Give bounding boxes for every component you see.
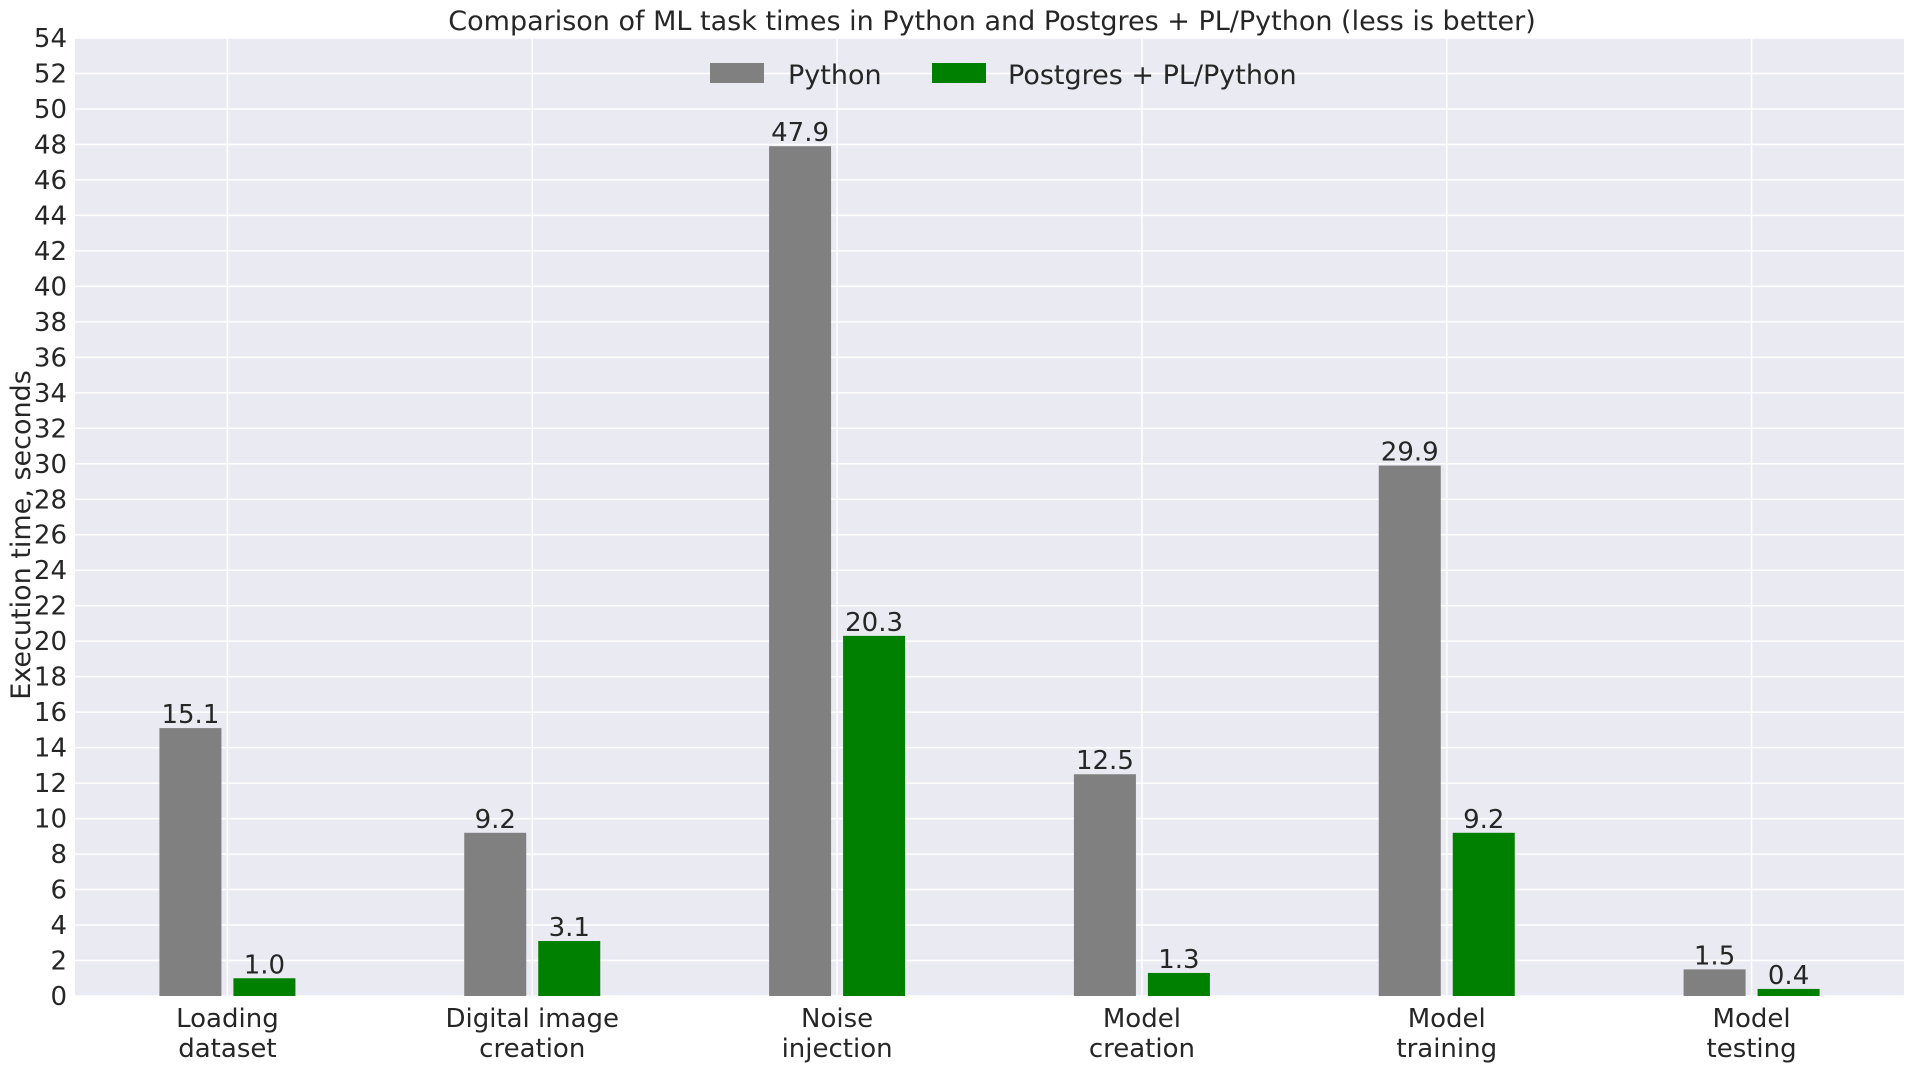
bar [1452,832,1515,996]
y-tick-label: 40 [34,272,67,302]
bar-value-label: 0.4 [1768,961,1809,991]
bar-value-label: 1.3 [1158,945,1199,975]
y-tick-label: 8 [50,840,67,870]
bar-value-label: 9.2 [475,805,516,835]
y-tick-label: 34 [34,379,67,409]
y-tick-label: 42 [34,237,67,267]
x-tick-label: Model [1408,1004,1486,1034]
y-tick-label: 50 [34,95,67,125]
y-tick-label: 16 [34,698,67,728]
bar [843,635,906,996]
bar [1147,972,1210,996]
y-tick-label: 26 [34,521,67,551]
x-tick-label: training [1396,1034,1497,1064]
y-tick-label: 32 [34,414,67,444]
y-tick-label: 0 [50,982,67,1012]
bar [538,941,601,996]
bar-value-label: 47.9 [771,118,829,148]
legend-swatch-python [710,63,764,83]
bar [1757,988,1820,996]
bar [464,832,527,996]
legend-label-postgres: Postgres + PL/Python [1008,60,1297,91]
bar-value-label: 3.1 [549,913,590,943]
x-tick-label: Loading [176,1004,279,1034]
y-tick-label: 2 [50,947,67,977]
y-tick-label: 6 [50,876,67,906]
y-axis-ticks: 0246810121416182022242628303234363840424… [34,24,67,1012]
x-tick-label: Noise [801,1004,873,1034]
y-tick-label: 20 [34,627,67,657]
y-tick-label: 38 [34,308,67,338]
y-tick-label: 36 [34,343,67,373]
bar-value-label: 15.1 [161,700,219,730]
y-tick-label: 18 [34,663,67,693]
x-tick-label: dataset [178,1034,276,1064]
bar [769,146,832,997]
chart-title: Comparison of ML task times in Python an… [448,6,1535,37]
y-tick-label: 12 [34,769,67,799]
legend-swatch-postgres [932,63,986,83]
y-tick-label: 44 [34,201,67,231]
bar [1378,465,1441,996]
y-axis-label: Execution time, seconds [6,370,37,700]
bar-value-label: 9.2 [1463,805,1504,835]
bar [1683,969,1746,996]
y-tick-label: 24 [34,556,67,586]
y-tick-label: 22 [34,592,67,622]
x-tick-label: creation [1089,1034,1195,1064]
bar [159,728,222,996]
y-tick-label: 28 [34,485,67,515]
plot-area [75,38,1904,996]
x-tick-label: testing [1707,1034,1797,1064]
y-tick-label: 54 [34,24,67,54]
bar-value-label: 12.5 [1076,746,1134,776]
bar-value-label: 29.9 [1381,438,1439,468]
x-tick-label: Model [1103,1004,1181,1034]
y-tick-label: 14 [34,734,67,764]
legend: Python Postgres + PL/Python [710,60,1297,91]
bar-value-label: 1.5 [1694,941,1735,971]
x-tick-label: Digital image [445,1004,619,1034]
gridlines [75,37,1904,997]
y-tick-label: 30 [34,450,67,480]
bars [159,146,1820,997]
y-tick-label: 46 [34,166,67,196]
bar-value-label: 20.3 [845,608,903,638]
bar-value-label: 1.0 [244,950,285,980]
legend-label-python: Python [788,60,882,91]
y-tick-label: 52 [34,59,67,89]
x-tick-label: injection [782,1034,893,1064]
bar [233,978,296,996]
data-labels: 15.1 9.2 47.9 12.5 29.9 1.5 1.0 3.1 20.3 1.3 9.2 0.… [161,118,1809,991]
bar [1073,774,1136,996]
x-tick-label: creation [479,1034,585,1064]
y-tick-label: 4 [50,911,67,941]
y-tick-label: 10 [34,805,67,835]
y-tick-label: 48 [34,130,67,160]
x-tick-label: Model [1713,1004,1791,1034]
